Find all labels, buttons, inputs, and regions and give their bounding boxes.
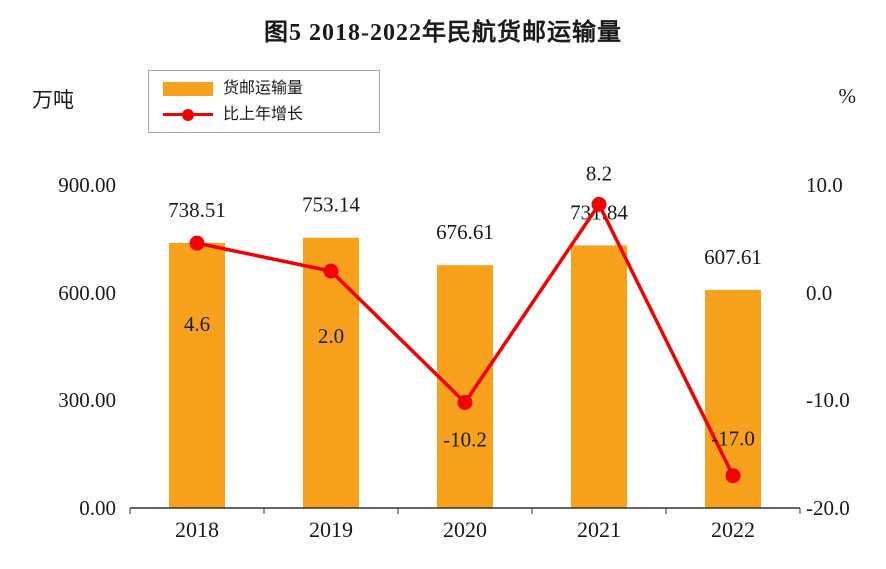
legend-label-line: 比上年增长 — [223, 106, 304, 123]
line-value-label: 8.2 — [586, 161, 612, 185]
x-axis-label: 2022 — [711, 517, 755, 542]
line-point — [189, 235, 205, 251]
bar-value-label: 607.61 — [704, 245, 762, 269]
left-tick-label: 900.00 — [58, 173, 116, 197]
right-axis-ticks: 10.0 0.0 -10.0 -20.0 — [806, 173, 886, 520]
bar-value-label: 676.61 — [436, 220, 494, 244]
line-value-label: -17.0 — [711, 427, 755, 451]
line-value-label: 2.0 — [318, 324, 344, 348]
bar-value-label: 738.51 — [168, 198, 226, 222]
left-tick-label: 300.00 — [58, 388, 116, 413]
line-point — [591, 196, 607, 212]
legend-label-bar: 货邮运输量 — [223, 80, 304, 97]
line-value-label: 4.6 — [184, 312, 210, 336]
line-swatch-dot — [182, 108, 194, 121]
x-axis-labels: 2018 2019 2020 2021 2022 — [130, 517, 800, 543]
chart-title: 图5 2018-2022年民航货邮运输量 — [264, 20, 622, 46]
bar-value-label: 753.14 — [302, 193, 360, 217]
x-axis-label: 2018 — [175, 517, 219, 542]
left-tick-label: 0.00 — [79, 496, 116, 520]
right-tick-label: -20.0 — [806, 496, 850, 520]
bar — [303, 237, 359, 508]
line-point — [323, 263, 339, 279]
plot-area: 738.51 753.14 676.61 731.84 607.61 4.6 2.0 -10.… — [129, 161, 801, 514]
bar — [169, 242, 225, 508]
bar-swatch-icon — [163, 81, 213, 96]
line-value-label: -10.2 — [443, 427, 487, 451]
line-point — [725, 468, 741, 484]
right-tick-label: 10.0 — [806, 173, 843, 197]
right-tick-label: -10.0 — [806, 388, 850, 413]
right-axis-unit: % — [838, 84, 857, 108]
bar — [437, 265, 493, 508]
x-axis-label: 2021 — [577, 517, 621, 542]
x-axis-label: 2019 — [309, 517, 353, 542]
left-axis-unit: 万吨 — [32, 88, 74, 112]
legend: 货邮运输量 比上年增长 — [148, 70, 380, 133]
legend-item-bar: 货邮运输量 — [163, 78, 365, 99]
left-axis-ticks: 900.00 600.00 300.00 0.00 — [0, 173, 116, 520]
left-tick-label: 600.00 — [58, 280, 116, 305]
line-swatch-icon — [163, 108, 213, 121]
x-axis-label: 2020 — [443, 517, 487, 542]
bar — [571, 245, 627, 508]
right-tick-label: 0.0 — [806, 280, 833, 305]
legend-item-line: 比上年增长 — [163, 104, 365, 125]
line-point — [457, 394, 473, 410]
